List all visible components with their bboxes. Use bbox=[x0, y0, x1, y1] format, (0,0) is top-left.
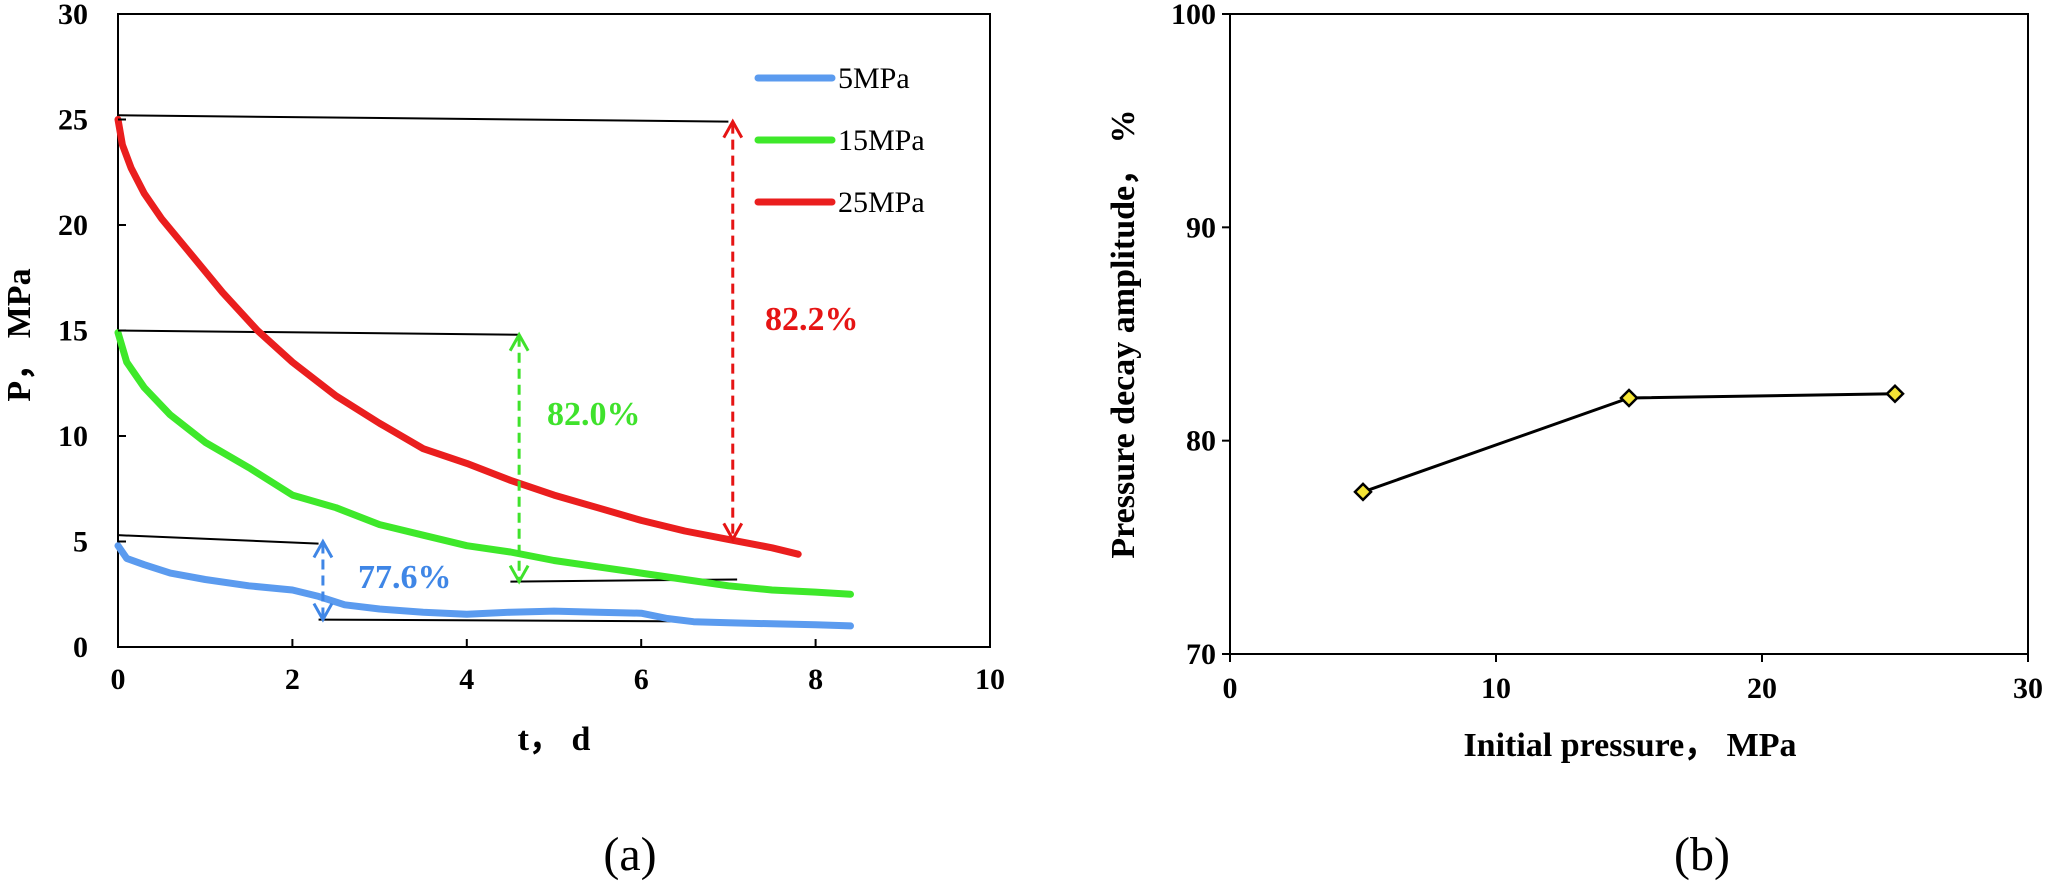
panel-b-y-ticks: 70 80 90 100 bbox=[1171, 0, 1230, 671]
legend-label-25mpa: 25MPa bbox=[838, 186, 925, 219]
x-tick-label: 0 bbox=[1223, 672, 1238, 705]
x-tick-label: 2 bbox=[285, 663, 300, 696]
x-tick-label: 10 bbox=[975, 663, 1005, 696]
series-line-5mpa bbox=[114, 542, 854, 630]
x-tick-label: 6 bbox=[634, 663, 649, 696]
y-tick-label: 20 bbox=[58, 209, 88, 242]
decay-arrow-head-down bbox=[508, 564, 530, 585]
y-tick-label: 100 bbox=[1171, 0, 1216, 31]
panel-a-plot-frame bbox=[117, 13, 991, 648]
x-tick-label: 20 bbox=[1747, 672, 1777, 705]
y-tick-label: 90 bbox=[1186, 211, 1216, 244]
y-tick-label: 80 bbox=[1186, 425, 1216, 458]
panel-a-series bbox=[114, 116, 854, 630]
panel-a-legend: 5MPa 15MPa 25MPa bbox=[754, 62, 925, 219]
panel-a-x-axis-label: t， d bbox=[518, 721, 591, 758]
data-point-diamond bbox=[1619, 388, 1639, 408]
reference-line bbox=[117, 114, 729, 123]
panel-a-x-ticks: 0 2 4 6 8 10 bbox=[111, 639, 1005, 696]
decay-arrow-head-down bbox=[722, 522, 744, 543]
y-tick-label: 25 bbox=[58, 104, 88, 137]
reference-line bbox=[117, 534, 319, 545]
annotation-82-0: 82.0% bbox=[547, 396, 641, 433]
panel-a-label: (a) bbox=[603, 828, 656, 881]
panel-a-y-axis-label: P， MPa bbox=[1, 268, 38, 401]
data-point-diamond bbox=[1353, 482, 1373, 502]
legend-label-15mpa: 15MPa bbox=[838, 124, 925, 157]
data-point-diamond bbox=[1885, 383, 1905, 404]
reference-line bbox=[117, 329, 520, 336]
panel-b-x-ticks: 0 10 20 30 bbox=[1223, 654, 2043, 705]
decay-arrow-head-up bbox=[508, 331, 530, 352]
x-tick-label: 10 bbox=[1481, 672, 1511, 705]
panel-b-x-axis-label: Initial pressure， MPa bbox=[1463, 727, 1796, 764]
x-tick-label: 30 bbox=[2013, 672, 2043, 705]
series-line-15mpa bbox=[114, 329, 854, 598]
decay-arrow-head-up bbox=[312, 538, 334, 559]
y-tick-label: 5 bbox=[73, 526, 88, 559]
panel-b-label: (b) bbox=[1674, 828, 1730, 881]
annotation-77-6: 77.6% bbox=[358, 559, 452, 596]
panel-b-plot-frame bbox=[1229, 13, 2029, 655]
legend-label-5mpa: 5MPa bbox=[838, 62, 910, 95]
annotation-82-2: 82.2% bbox=[765, 301, 859, 338]
x-tick-label: 4 bbox=[459, 663, 474, 696]
decay-arrow-head-up bbox=[722, 118, 744, 139]
panel-a-reference-lines bbox=[117, 114, 746, 623]
x-tick-label: 0 bbox=[111, 663, 126, 696]
decay-amplitude-line bbox=[1362, 392, 1896, 494]
x-tick-label: 8 bbox=[808, 663, 823, 696]
y-tick-label: 10 bbox=[58, 420, 88, 453]
decay-arrow-head-down bbox=[312, 602, 334, 623]
series-line-25mpa bbox=[114, 116, 802, 558]
panel-a-arrows bbox=[312, 118, 744, 623]
y-tick-label: 70 bbox=[1186, 638, 1216, 671]
panel-a-chart: 0 2 4 6 8 10 0 5 10 15 20 25 30 5MPa 15MPa 25MPa 77… bbox=[1, 0, 1005, 881]
y-tick-label: 30 bbox=[58, 0, 88, 31]
y-tick-label: 15 bbox=[58, 315, 88, 348]
panel-a-y-ticks: 0 5 10 15 20 25 30 bbox=[58, 0, 126, 664]
panel-b-y-axis-label: Pressure decay amplitude， % bbox=[1105, 109, 1142, 558]
y-tick-label: 0 bbox=[73, 631, 88, 664]
panel-b-series bbox=[1353, 383, 1905, 502]
